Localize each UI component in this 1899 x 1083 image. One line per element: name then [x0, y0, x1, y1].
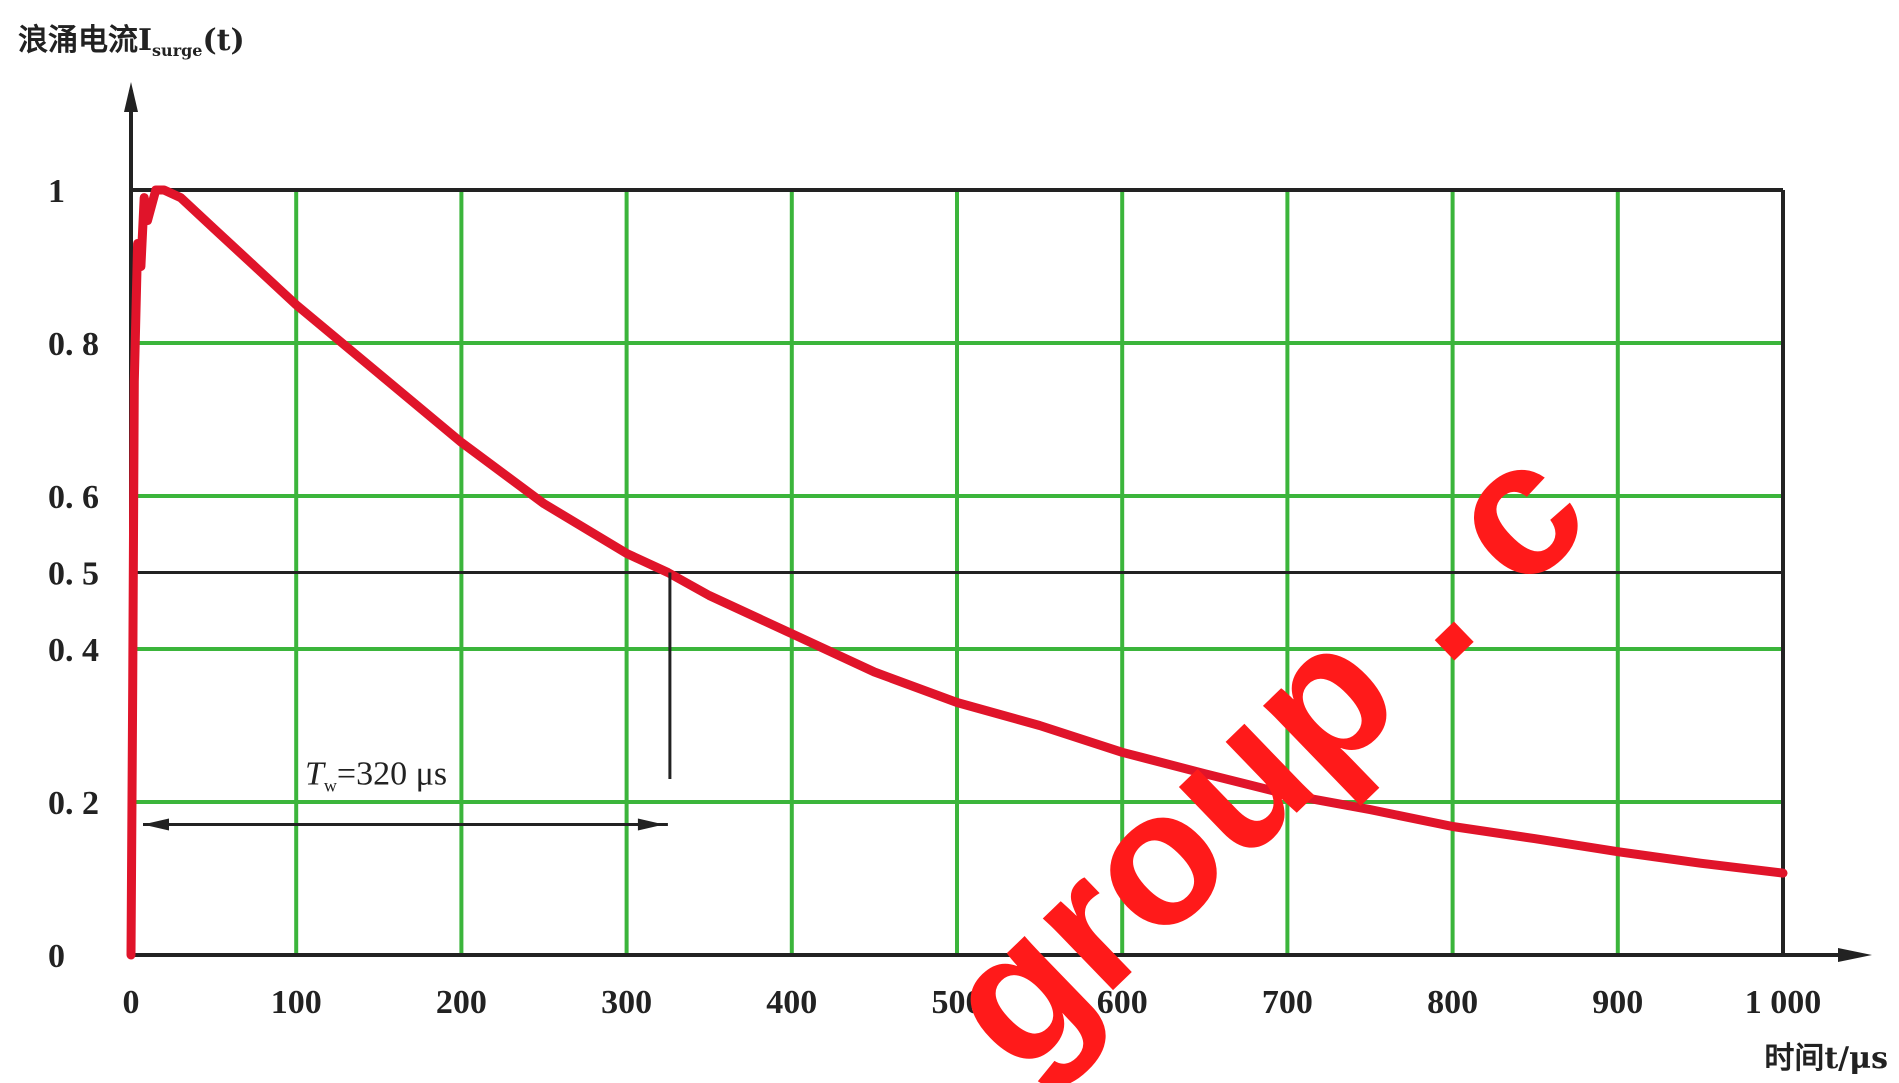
x-tick-label: 400	[766, 984, 817, 1021]
y-axis-arrow	[124, 82, 138, 112]
x-tick-label: 800	[1427, 984, 1478, 1021]
x-tick-label: 200	[436, 984, 487, 1021]
y-tick-label: 0. 8	[48, 326, 99, 363]
y-tick-labels: 0 0. 2 0. 4 0. 5 0. 6 0. 8 1	[48, 173, 99, 975]
y-tick-label: 1	[48, 173, 65, 210]
x-tick-label: 900	[1592, 984, 1643, 1021]
duration-arrow-left-head	[143, 818, 169, 831]
duration-label-main: T	[305, 755, 326, 792]
y-axis-title: 浪涌电流Isurge(t)	[18, 23, 245, 60]
plot-frame	[124, 82, 1872, 962]
x-tick-label: 0	[123, 984, 140, 1021]
y-tick-label: 0. 5	[48, 556, 99, 593]
watermark-text: group . c	[901, 400, 1625, 1083]
duration-label-sub: w	[324, 775, 337, 795]
annotation-layer: Tw=320 μs	[143, 572, 672, 831]
y-tick-label: 0. 2	[48, 785, 99, 822]
x-tick-label: 1 000	[1745, 984, 1822, 1021]
y-tick-label: 0	[48, 938, 65, 975]
x-axis-arrow	[1838, 948, 1872, 962]
duration-label-tail: =320 μs	[337, 755, 447, 792]
x-tick-label: 700	[1262, 984, 1313, 1021]
x-tick-label: 100	[271, 984, 322, 1021]
series-layer	[126, 185, 1788, 960]
y-tick-label: 0. 4	[48, 632, 99, 669]
y-axis-title-main: 浪涌电流I	[18, 23, 152, 58]
x-tick-label: 300	[601, 984, 652, 1021]
series-line-0	[126, 185, 1788, 960]
y-tick-label: 0. 6	[48, 479, 99, 516]
x-axis-title: 时间t/μs	[1764, 1041, 1888, 1076]
duration-label: Tw=320 μs	[305, 755, 447, 795]
y-axis-title-sub: surge	[152, 41, 202, 60]
duration-arrow-right-head	[637, 818, 664, 831]
y-axis-title-tail: (t)	[202, 23, 244, 58]
x-tick-labels: 0 100 200 300 400 500 600 700 800 900 1 000	[123, 984, 1822, 1021]
x-tick-label: 600	[1097, 984, 1148, 1021]
x-tick-label: 500	[932, 984, 983, 1021]
